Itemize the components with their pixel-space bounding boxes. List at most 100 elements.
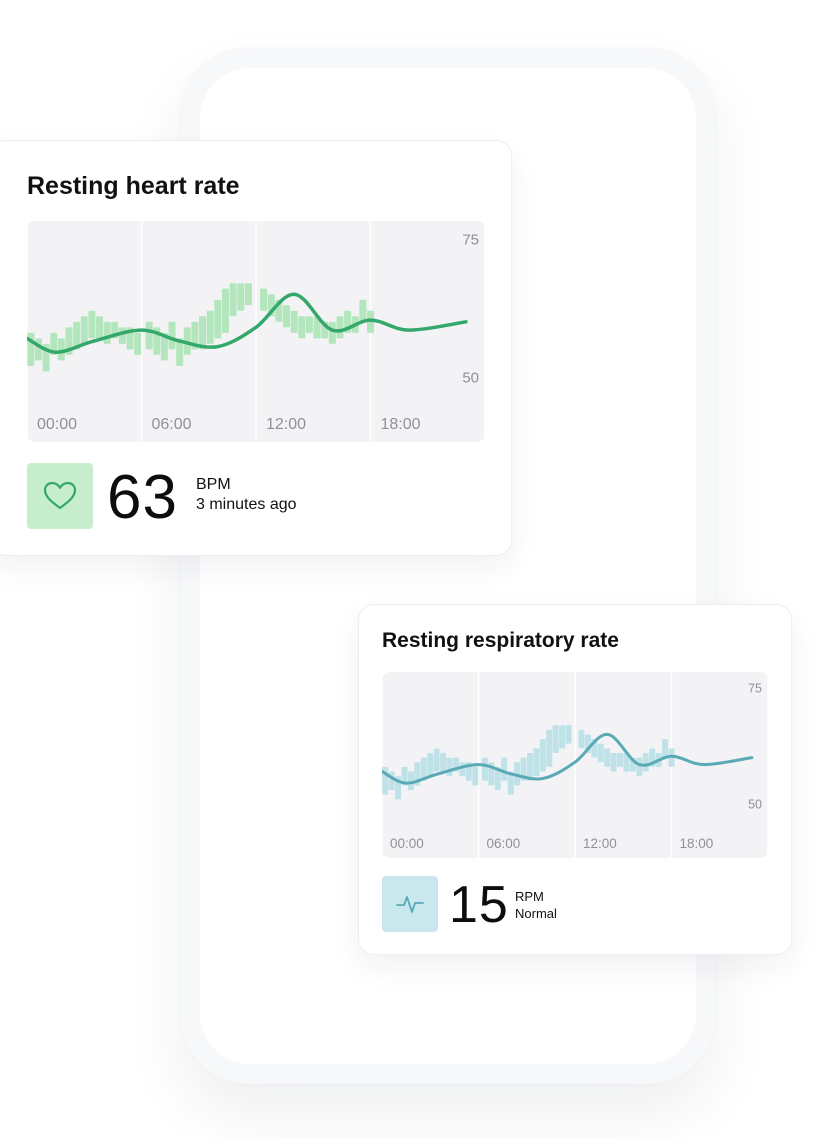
chart-bar <box>472 766 479 786</box>
respiratory-rate-chart-svg: 00:00 06:00 12:00 18:00 75 50 <box>382 672 768 858</box>
chart-bar <box>459 762 466 777</box>
chart-bar <box>559 725 566 749</box>
chart-bar <box>597 743 604 763</box>
chart-bar <box>401 766 408 786</box>
chart-x-tick-label: 00:00 <box>37 416 77 433</box>
chart-bar <box>96 316 104 339</box>
chart-bar <box>520 757 527 781</box>
chart-bar <box>244 283 252 306</box>
chart-x-tick-label: 18:00 <box>381 416 421 433</box>
respiratory-rate-title: Resting respiratory rate <box>382 629 619 652</box>
chart-bar <box>168 321 176 350</box>
chart-x-tick-label: 06:00 <box>152 416 192 433</box>
pulse-icon-box <box>382 876 438 932</box>
chart-bar <box>617 752 624 767</box>
chart-series-line <box>382 732 754 785</box>
chart-bar <box>57 338 65 361</box>
chart-grid-column <box>479 672 575 858</box>
chart-grid-column <box>371 221 485 442</box>
chart-y-tick-label: 50 <box>748 798 762 812</box>
chart-bar <box>160 332 168 361</box>
chart-bar <box>145 321 153 350</box>
chart-bar <box>73 321 81 350</box>
chart-grid-column <box>672 672 768 858</box>
chart-bar <box>407 771 414 791</box>
chart-bar <box>313 316 321 339</box>
heart-rate-title: Resting heart rate <box>27 172 240 200</box>
respiratory-rate-status: Normal <box>515 906 557 921</box>
respiratory-rate-unit: RPM <box>515 889 544 904</box>
chart-bar <box>176 338 184 366</box>
heart-rate-chart: 00:00 06:00 12:00 18:00 75 50 <box>27 221 485 442</box>
chart-bar <box>134 332 142 355</box>
chart-bar <box>507 771 514 795</box>
chart-bar <box>214 299 222 339</box>
chart-bar <box>433 748 440 772</box>
chart-bar <box>359 299 367 322</box>
respiratory-rate-value: 15 <box>449 876 509 934</box>
heart-rate-meta: BPM 3 minutes ago <box>196 475 297 515</box>
chart-bar <box>642 752 649 772</box>
chart-bar <box>388 771 395 791</box>
chart-bar <box>183 327 191 355</box>
chart-bar <box>446 757 453 777</box>
chart-bar <box>533 748 540 777</box>
chart-bar <box>623 752 630 772</box>
chart-bar <box>440 752 447 772</box>
chart-series-line <box>27 292 468 354</box>
chart-y-tick-label: 50 <box>462 370 479 387</box>
chart-bar <box>636 757 643 777</box>
respiratory-rate-chart: 00:00 06:00 12:00 18:00 75 50 <box>382 672 768 858</box>
heart-rate-chart-svg: 00:00 06:00 12:00 18:00 75 50 <box>27 221 485 442</box>
chart-bar <box>565 725 572 744</box>
chart-x-tick-label: 12:00 <box>266 416 306 433</box>
chart-bar <box>546 729 553 767</box>
chart-bar <box>199 316 207 350</box>
chart-bar <box>427 752 434 777</box>
chart-bar <box>221 288 229 333</box>
chart-bar <box>481 757 488 781</box>
respiratory-rate-meta: RPM Normal <box>515 888 557 922</box>
chart-bar <box>80 316 88 344</box>
chart-bar <box>118 327 126 344</box>
pulse-icon <box>396 896 424 913</box>
chart-x-tick-label: 06:00 <box>487 836 521 851</box>
chart-x-tick-label: 18:00 <box>680 836 714 851</box>
chart-bar <box>191 321 199 350</box>
chart-bar <box>552 725 559 753</box>
chart-bar <box>237 283 245 311</box>
chart-bar <box>34 338 42 361</box>
chart-bar <box>283 305 291 328</box>
chart-bar <box>328 321 336 344</box>
heart-rate-status: 3 minutes ago <box>196 496 297 513</box>
chart-bar <box>662 739 669 758</box>
chart-bar <box>336 316 344 339</box>
chart-bar <box>290 310 298 333</box>
chart-x-tick-label: 12:00 <box>583 836 617 851</box>
heart-icon-box <box>27 463 93 529</box>
chart-y-tick-label: 75 <box>462 232 479 249</box>
chart-grid-column <box>142 221 256 442</box>
chart-bar <box>526 752 533 781</box>
chart-y-tick-label: 75 <box>748 682 762 696</box>
chart-bar <box>50 332 58 355</box>
chart-bar <box>229 283 237 317</box>
chart-bar <box>260 288 268 311</box>
chart-bar <box>298 316 306 339</box>
heart-icon <box>43 481 77 510</box>
chart-bar <box>88 310 96 339</box>
chart-x-tick-label: 00:00 <box>390 836 424 851</box>
chart-bar <box>103 321 111 344</box>
heart-rate-card[interactable]: Resting heart rate 00:00 06:00 12:00 18:00 7… <box>0 140 512 556</box>
heart-rate-value: 63 <box>107 463 178 532</box>
chart-bar <box>305 316 313 333</box>
chart-bar <box>610 752 617 772</box>
chart-bar <box>206 310 214 344</box>
chart-bar <box>494 766 501 791</box>
respiratory-rate-card[interactable]: Resting respiratory rate 00:00 06:00 12:00… <box>358 604 792 955</box>
chart-bar <box>501 757 508 781</box>
heart-rate-unit: BPM <box>196 476 231 493</box>
chart-bar <box>420 757 427 781</box>
chart-bar <box>578 729 585 749</box>
chart-bar <box>604 748 611 767</box>
